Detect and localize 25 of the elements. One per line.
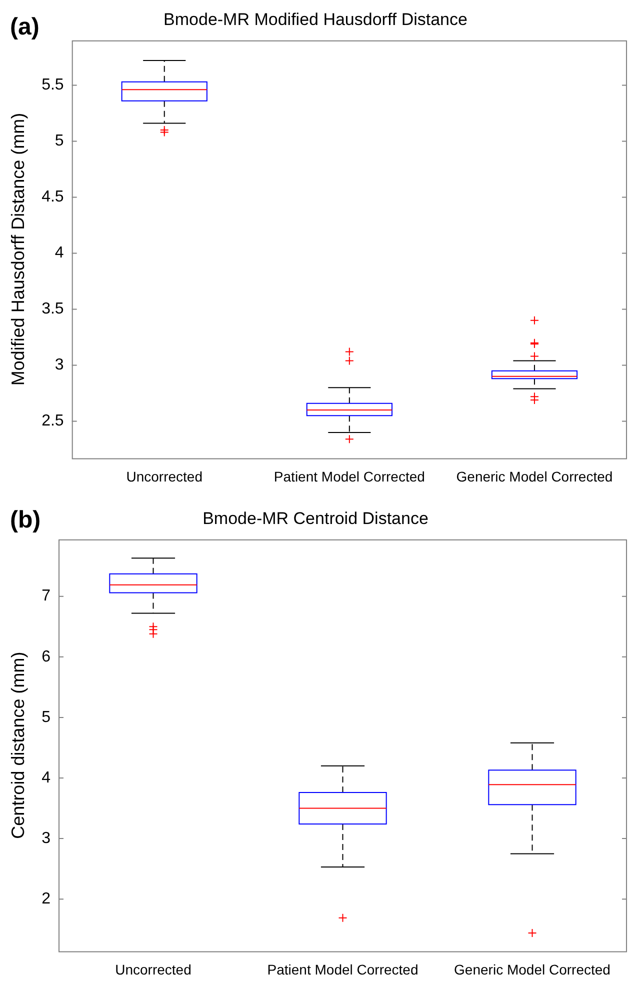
y-axis-title: Centroid distance (mm) (8, 652, 28, 839)
x-tick-label: Uncorrected (115, 961, 192, 978)
text: (a) (10, 14, 40, 41)
x-tick-label: Uncorrected (126, 468, 202, 484)
y-tick-label: 4 (42, 769, 51, 786)
y-tick-label: 5.5 (42, 76, 64, 94)
y-tick-label: 3.5 (42, 300, 64, 318)
y-tick-label: 2 (42, 890, 51, 908)
y-tick-label: 6 (42, 648, 51, 666)
x-tick-label: Patient Model Corrected (274, 468, 425, 484)
text: (b) (10, 506, 41, 534)
y-tick-label: 3 (42, 830, 51, 847)
y-tick-label: 5 (42, 708, 51, 726)
x-tick-label: Generic Model Corrected (454, 961, 610, 978)
x-tick-label: Patient Model Corrected (267, 961, 418, 978)
y-axis-title: Modified Hausdorff Distance (mm) (8, 112, 28, 386)
y-tick-label: 4 (54, 244, 64, 262)
y-tick-label: 5 (54, 132, 64, 150)
y-tick-label: 7 (42, 588, 51, 605)
y-tick-label: 3 (54, 356, 64, 374)
chart-title: Bmode-MR Centroid Distance (202, 508, 428, 528)
y-tick-label: 4.5 (42, 188, 64, 206)
chart-title: Bmode-MR Modified Hausdorff Distance (164, 10, 468, 29)
x-tick-label: Generic Model Corrected (456, 468, 613, 484)
y-tick-label: 2.5 (42, 412, 64, 430)
